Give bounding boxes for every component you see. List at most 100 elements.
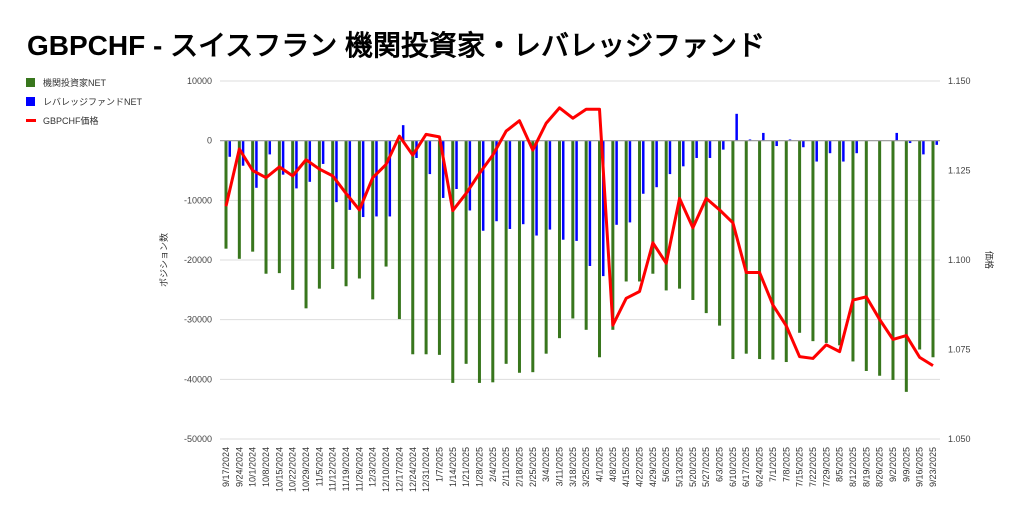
bar-leveraged [895, 132, 898, 141]
bar-leveraged [535, 140, 538, 236]
y2-tick-label: 1.150 [948, 76, 971, 86]
bar-leveraged [642, 140, 645, 194]
x-tick-label: 3/4/2025 [541, 447, 551, 482]
bar-institutional [504, 140, 508, 364]
x-tick-label: 5/27/2025 [701, 447, 711, 487]
x-tick-label: 11/12/2024 [328, 447, 338, 491]
bar-leveraged [575, 140, 578, 241]
bar-institutional [691, 140, 695, 300]
x-tick-label: 9/16/2025 [915, 447, 925, 487]
bar-institutional [424, 140, 428, 355]
x-tick-label: 6/24/2025 [755, 447, 765, 487]
x-tick-label: 1/14/2025 [448, 447, 458, 487]
bar-institutional [264, 140, 268, 274]
bar-institutional [277, 140, 281, 274]
bar-leveraged [295, 140, 298, 189]
x-tick-label: 1/7/2025 [434, 447, 444, 482]
bar-leveraged [335, 140, 338, 203]
bar-institutional [651, 140, 655, 274]
bar-leveraged [281, 140, 285, 175]
x-tick-label: 5/6/2025 [661, 447, 671, 482]
y-tick-label: 0 [207, 136, 212, 146]
bar-institutional [704, 140, 708, 314]
bar-institutional [771, 140, 775, 360]
bar-leveraged [615, 140, 618, 225]
x-tick-label: 1/28/2025 [474, 447, 484, 487]
bar-institutional [371, 140, 375, 300]
bar-institutional [824, 140, 828, 343]
x-tick-label: 7/22/2025 [808, 447, 818, 487]
bar-institutional [464, 140, 468, 364]
y-tick-label: -50000 [184, 434, 212, 444]
x-tick-label: 7/8/2025 [781, 447, 791, 482]
x-tick-label: 11/26/2024 [354, 447, 364, 491]
legend-item-price: GBPCHF価格 [26, 114, 99, 127]
bar-leveraged [708, 140, 712, 158]
x-tick-label: 8/5/2025 [835, 447, 845, 482]
x-tick-label: 8/26/2025 [875, 447, 885, 487]
legend-label: 機関投資家NET [43, 78, 107, 88]
y2-axis-title: 価格 [984, 251, 995, 269]
bar-institutional [891, 140, 895, 380]
x-tick-label: 12/17/2024 [394, 447, 404, 492]
price-line [224, 106, 934, 367]
x-tick-label: 2/18/2025 [514, 447, 524, 487]
bar-leveraged [388, 140, 392, 217]
legend-swatch-green [26, 78, 35, 87]
legend-label: レバレッジファンドNET [43, 97, 143, 107]
bar-institutional [664, 140, 668, 291]
bar-institutional [731, 140, 735, 360]
bar-institutional [918, 140, 922, 350]
bar-leveraged [775, 140, 778, 147]
bar-institutional [517, 140, 521, 373]
bar-leveraged [855, 140, 858, 154]
bar-institutional [397, 140, 401, 320]
x-tick-label: 3/11/2025 [554, 447, 564, 486]
x-tick-label: 7/1/2025 [768, 447, 778, 482]
bar-leveraged [361, 140, 365, 218]
x-tick-label: 10/8/2024 [261, 447, 271, 487]
bar-leveraged [735, 113, 738, 141]
bar-institutional [744, 140, 748, 354]
bar-leveraged [935, 140, 938, 145]
y-tick-label: -20000 [184, 255, 212, 265]
y-axis-title: ポジション数 [158, 233, 169, 287]
x-tick-label: 5/20/2025 [688, 447, 698, 487]
bar-institutional [437, 140, 441, 355]
bar-leveraged [668, 140, 672, 175]
legend-swatch-blue [26, 97, 35, 106]
x-tick-label: 4/29/2025 [648, 447, 658, 487]
x-tick-label: 9/24/2024 [234, 447, 244, 487]
bar-leveraged [802, 140, 805, 148]
bar-institutional [317, 140, 321, 289]
bar-institutional [557, 140, 561, 339]
bar-institutional [758, 140, 762, 360]
bar-institutional [411, 140, 415, 355]
x-tick-label: 4/15/2025 [621, 447, 631, 487]
x-tick-label: 12/31/2024 [421, 447, 431, 492]
bar-institutional [304, 140, 308, 309]
x-tick-label: 1/21/2025 [461, 447, 471, 487]
y2-tick-label: 1.125 [948, 166, 971, 176]
x-tick-label: 9/17/2024 [221, 447, 231, 487]
bar-leveraged [695, 140, 698, 158]
bar-leveraged [401, 125, 405, 141]
bar-institutional [798, 140, 802, 333]
x-tick-label: 11/5/2024 [314, 447, 324, 486]
x-tick-label: 9/2/2025 [888, 447, 898, 482]
bar-institutional [344, 140, 348, 287]
y2-tick-label: 1.075 [948, 345, 971, 355]
bar-leveraged [815, 140, 818, 162]
bar-leveraged [268, 140, 272, 155]
bar-leveraged [495, 140, 498, 222]
bar-institutional [491, 140, 495, 383]
legend-item-institutional: 機関投資家NET [26, 76, 106, 89]
x-tick-label: 10/1/2024 [248, 447, 258, 487]
bar-institutional [904, 140, 908, 392]
bar-institutional [864, 140, 868, 371]
y-tick-label: -10000 [184, 195, 212, 205]
x-tick-label: 10/15/2024 [274, 447, 284, 492]
bar-leveraged [455, 140, 458, 189]
